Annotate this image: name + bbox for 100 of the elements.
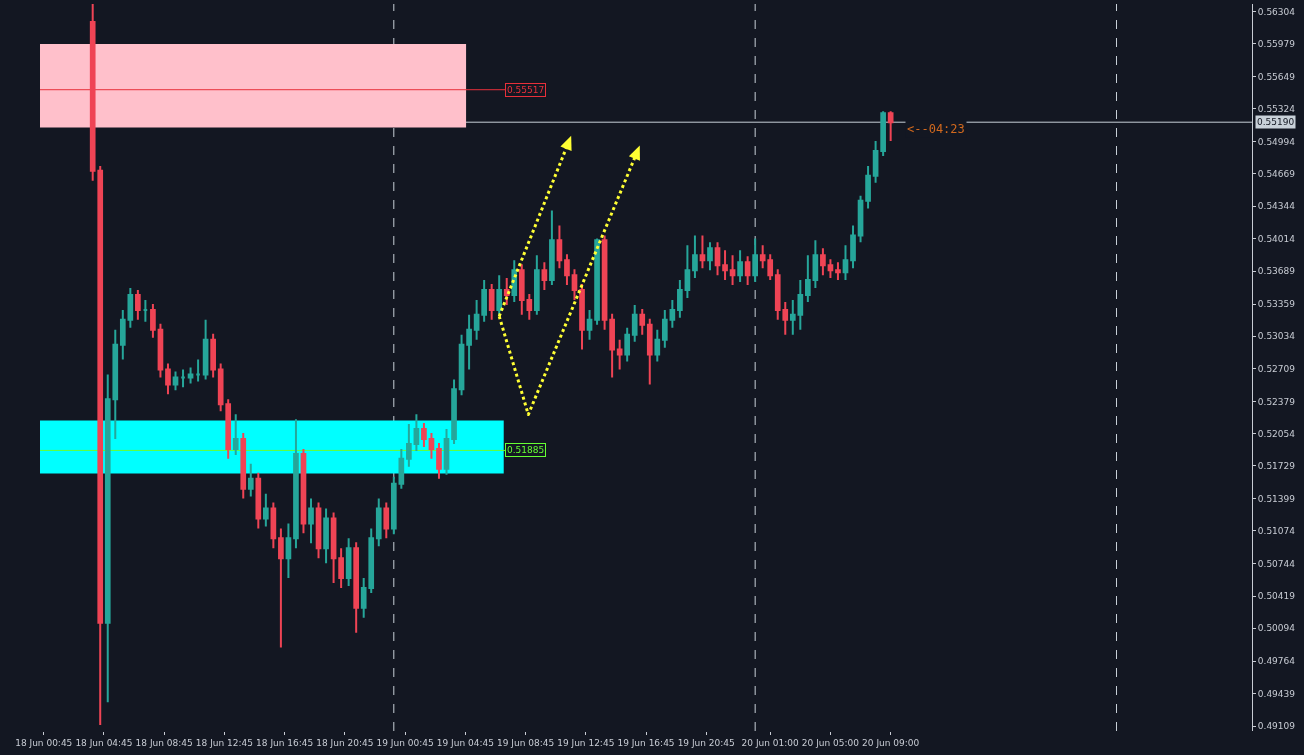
candlestick <box>255 471 262 530</box>
candlestick <box>692 234 698 280</box>
candlestick <box>202 318 209 381</box>
x-tick-label: 18 Jun 08:45 <box>135 737 193 748</box>
x-tick-label: 18 Jun 12:45 <box>195 737 254 748</box>
y-tick-label: 0.54014 <box>1257 234 1296 245</box>
y-tick-label: 0.52709 <box>1257 363 1296 374</box>
candlestick <box>752 237 758 284</box>
candlestick <box>835 261 841 282</box>
candlestick <box>601 234 608 331</box>
candlestick <box>345 537 352 587</box>
candlestick <box>142 298 149 323</box>
x-tick-label: 18 Jun 20:45 <box>316 737 374 748</box>
x-tick-label: 18 Jun 04:45 <box>75 737 133 748</box>
x-tick-label: 19 Jun 08:45 <box>496 737 555 748</box>
candlestick <box>443 428 450 476</box>
candlestick <box>473 298 480 341</box>
candlestick <box>262 492 269 528</box>
y-tick-label: 0.53359 <box>1257 299 1296 310</box>
candlestick <box>157 322 164 379</box>
y-tick-label: 0.54994 <box>1257 136 1296 147</box>
candlestick <box>172 370 179 392</box>
y-tick-label: 0.54344 <box>1257 201 1296 212</box>
ref-line-label: 0.51885 <box>507 445 545 455</box>
candlestick <box>308 497 314 545</box>
candlestick <box>857 194 864 244</box>
candlestick <box>850 224 856 270</box>
candlestick <box>390 475 397 536</box>
candlestick <box>820 247 826 277</box>
x-tick-label: 19 Jun 04:45 <box>436 737 494 748</box>
candlestick <box>887 110 894 143</box>
candlestick <box>323 507 329 565</box>
candlestick <box>270 501 277 550</box>
candlestick <box>661 308 668 349</box>
y-tick-label: 0.49109 <box>1257 721 1296 732</box>
candlestick <box>842 244 849 282</box>
x-tick-label: 18 Jun 16:45 <box>256 737 314 748</box>
y-tick-label: 0.50094 <box>1257 623 1296 634</box>
candlestick <box>436 441 442 480</box>
ref-line-label: 0.55517 <box>507 85 545 95</box>
candlestick <box>631 303 638 343</box>
candlestick <box>240 432 247 500</box>
candlestick <box>594 237 600 326</box>
x-tick-label: 20 Jun 01:00 <box>741 737 800 748</box>
candlestick <box>278 527 284 649</box>
candlestick <box>722 249 728 282</box>
y-tick-label: 0.51399 <box>1257 493 1296 504</box>
candlestick <box>293 418 299 550</box>
candlestick <box>669 298 676 329</box>
candlestick <box>729 254 736 287</box>
candlestick <box>624 326 631 363</box>
x-tick-label: 20 Jun 05:00 <box>801 737 860 748</box>
y-tick-label: 0.52379 <box>1257 396 1296 407</box>
candlestick <box>315 501 322 560</box>
y-tick-label: 0.51074 <box>1257 526 1296 537</box>
candlestick <box>413 413 420 452</box>
candlestick <box>451 378 457 445</box>
candlestick <box>383 501 390 540</box>
candlestick <box>406 423 412 468</box>
candlestick <box>338 547 344 589</box>
candlestick <box>285 522 292 580</box>
candlestick <box>654 328 661 363</box>
candlestick <box>481 279 487 323</box>
candlestick <box>737 249 743 284</box>
candlestick <box>398 447 405 490</box>
candlestick <box>150 302 156 339</box>
x-tick-label: 19 Jun 16:45 <box>617 737 675 748</box>
candlestick <box>549 209 555 287</box>
candlestick <box>496 274 503 316</box>
y-tick-label: 0.52054 <box>1257 428 1296 439</box>
y-tick-label: 0.50744 <box>1257 558 1296 569</box>
x-tick-label: 19 Jun 00:45 <box>376 737 434 748</box>
candlestick <box>805 254 811 303</box>
candlestick <box>210 332 216 379</box>
candlestick <box>458 333 465 397</box>
candlestick <box>677 279 683 319</box>
candlestick <box>707 241 713 272</box>
candlestick <box>556 224 563 270</box>
y-tick-label: 0.55649 <box>1257 71 1296 82</box>
candlestick <box>571 268 578 301</box>
candlestick <box>579 283 585 351</box>
candlestick <box>247 462 254 498</box>
candlestick <box>684 244 691 299</box>
candlestick <box>232 413 239 456</box>
y-tick-label: 0.50419 <box>1257 591 1296 602</box>
candlestick <box>872 140 879 184</box>
candlestick <box>428 432 435 460</box>
y-tick-label: 0.51729 <box>1257 461 1296 472</box>
candlestick <box>564 253 570 287</box>
candlestick <box>180 368 186 389</box>
candlestick <box>300 447 307 535</box>
candlestick <box>165 362 171 396</box>
y-tick-label: 0.49439 <box>1257 688 1296 699</box>
candlestick <box>375 497 382 548</box>
candlestick <box>646 317 653 386</box>
y-tick-label: 0.56304 <box>1257 6 1296 17</box>
candlestick <box>330 511 337 585</box>
candlestick <box>865 164 871 210</box>
candlestick <box>421 422 427 448</box>
candlestick <box>827 258 834 280</box>
